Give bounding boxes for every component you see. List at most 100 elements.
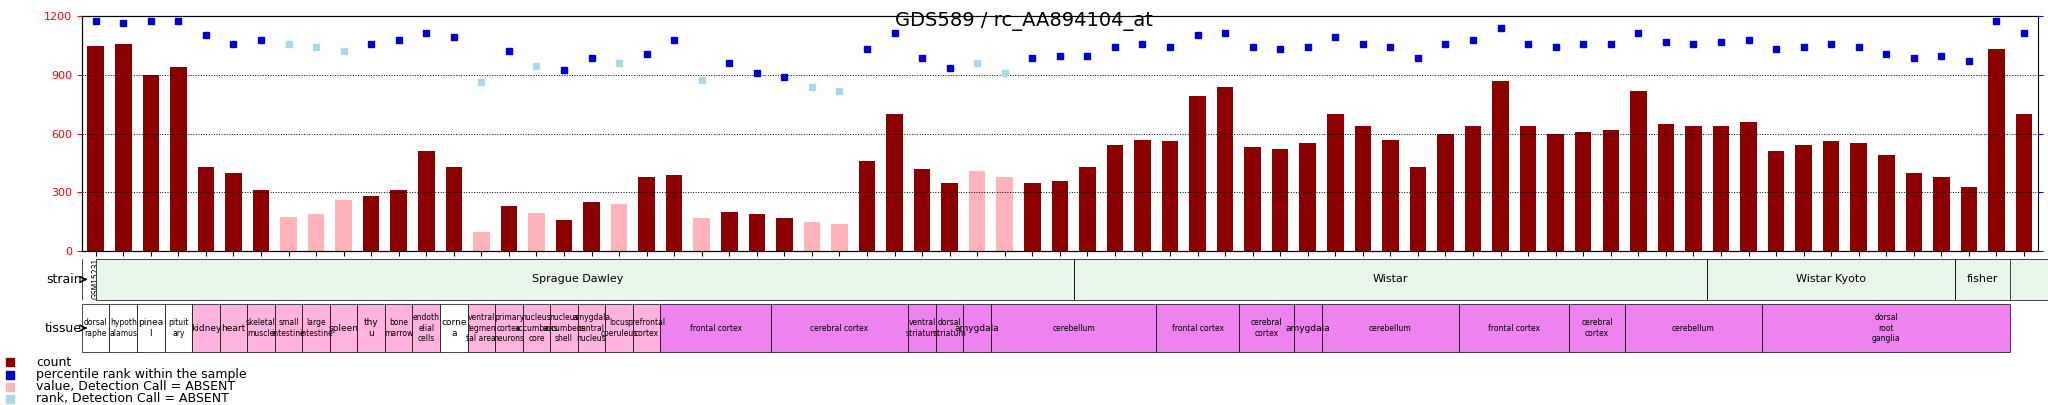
Text: spleen: spleen <box>328 324 358 333</box>
Bar <box>1520 126 1536 251</box>
FancyBboxPatch shape <box>467 304 496 352</box>
Text: cerebral
cortex: cerebral cortex <box>1581 318 1614 338</box>
FancyBboxPatch shape <box>1239 304 1294 352</box>
Text: ventral
striatum: ventral striatum <box>905 318 938 338</box>
Bar <box>1493 81 1509 251</box>
Text: amygdala: amygdala <box>954 324 999 333</box>
FancyBboxPatch shape <box>1157 304 1239 352</box>
Bar <box>1767 151 1784 251</box>
Bar <box>942 183 958 251</box>
FancyBboxPatch shape <box>109 304 137 352</box>
FancyBboxPatch shape <box>358 304 385 352</box>
Bar <box>1657 124 1673 251</box>
FancyBboxPatch shape <box>936 304 963 352</box>
Bar <box>1630 91 1647 251</box>
Bar <box>858 161 874 251</box>
Text: nucleus
accumbens
shell: nucleus accumbens shell <box>543 313 586 343</box>
Bar <box>281 217 297 251</box>
Bar <box>555 220 571 251</box>
Text: frontal cortex: frontal cortex <box>1489 324 1540 333</box>
Text: hypoth
alamus: hypoth alamus <box>109 318 137 338</box>
Text: large
intestine: large intestine <box>299 318 334 338</box>
Bar <box>1079 167 1096 251</box>
FancyBboxPatch shape <box>1761 304 2011 352</box>
Text: small
intestine: small intestine <box>272 318 305 338</box>
Bar <box>473 232 489 251</box>
Bar <box>1712 126 1729 251</box>
FancyBboxPatch shape <box>963 304 991 352</box>
Bar <box>1245 147 1262 251</box>
Text: primary
cortex
neurons: primary cortex neurons <box>494 313 524 343</box>
Bar <box>1823 141 1839 251</box>
Text: GDS589 / rc_AA894104_at: GDS589 / rc_AA894104_at <box>895 12 1153 31</box>
FancyBboxPatch shape <box>909 304 936 352</box>
Bar <box>776 218 793 251</box>
Text: cerebellum: cerebellum <box>1053 324 1096 333</box>
Text: Wistar Kyoto: Wistar Kyoto <box>1796 275 1866 284</box>
Text: frontal cortex: frontal cortex <box>1171 324 1223 333</box>
Bar <box>336 200 352 251</box>
Text: skeletal
muscle: skeletal muscle <box>246 318 276 338</box>
Bar <box>252 190 268 251</box>
Text: cerebellum: cerebellum <box>1671 324 1714 333</box>
Bar <box>1051 181 1069 251</box>
FancyBboxPatch shape <box>1321 304 1460 352</box>
FancyBboxPatch shape <box>164 304 193 352</box>
FancyBboxPatch shape <box>770 304 909 352</box>
FancyBboxPatch shape <box>1569 304 1624 352</box>
Bar <box>418 151 434 251</box>
Bar <box>1438 134 1454 251</box>
Bar <box>2015 114 2032 251</box>
Bar <box>1382 139 1399 251</box>
Text: corne
a: corne a <box>440 318 467 338</box>
Text: amygdala
central
nucleus: amygdala central nucleus <box>573 313 610 343</box>
Bar <box>1217 87 1233 251</box>
Bar <box>1272 149 1288 251</box>
Text: count: count <box>37 356 72 369</box>
Bar <box>446 167 463 251</box>
Text: endoth
elial
cells: endoth elial cells <box>414 313 440 343</box>
Text: frontal cortex: frontal cortex <box>690 324 741 333</box>
Text: Wistar: Wistar <box>1372 275 1409 284</box>
Text: thy
u: thy u <box>365 318 379 338</box>
Bar <box>1548 134 1565 251</box>
FancyBboxPatch shape <box>496 304 522 352</box>
Bar <box>1409 167 1425 251</box>
Bar <box>362 196 379 251</box>
Bar <box>750 214 766 251</box>
FancyBboxPatch shape <box>606 304 633 352</box>
Text: dorsal
raphe: dorsal raphe <box>84 318 109 338</box>
Bar <box>1575 132 1591 251</box>
Bar <box>721 212 737 251</box>
FancyBboxPatch shape <box>193 304 219 352</box>
FancyBboxPatch shape <box>991 304 1157 352</box>
Bar <box>143 75 160 251</box>
Text: percentile rank within the sample: percentile rank within the sample <box>37 368 246 381</box>
Bar <box>170 67 186 251</box>
Bar <box>88 46 104 251</box>
FancyBboxPatch shape <box>1294 304 1321 352</box>
Bar <box>1905 173 1923 251</box>
Text: cerebellum: cerebellum <box>1368 324 1411 333</box>
FancyBboxPatch shape <box>522 304 551 352</box>
FancyBboxPatch shape <box>330 304 358 352</box>
Bar <box>666 175 682 251</box>
Bar <box>225 173 242 251</box>
Bar <box>1464 126 1481 251</box>
Bar <box>584 202 600 251</box>
FancyBboxPatch shape <box>633 304 659 352</box>
Bar <box>1878 155 1894 251</box>
Text: cerebral cortex: cerebral cortex <box>811 324 868 333</box>
Bar <box>887 114 903 251</box>
Text: fisher: fisher <box>1966 275 1999 284</box>
Bar <box>639 177 655 251</box>
Text: ventral
legmen
tal area: ventral legmen tal area <box>467 313 496 343</box>
Text: heart: heart <box>221 324 246 333</box>
Bar <box>500 206 518 251</box>
Bar <box>1135 139 1151 251</box>
FancyBboxPatch shape <box>303 304 330 352</box>
FancyBboxPatch shape <box>412 304 440 352</box>
Bar <box>1989 49 2005 251</box>
FancyBboxPatch shape <box>96 259 2048 300</box>
Bar <box>1354 126 1370 251</box>
